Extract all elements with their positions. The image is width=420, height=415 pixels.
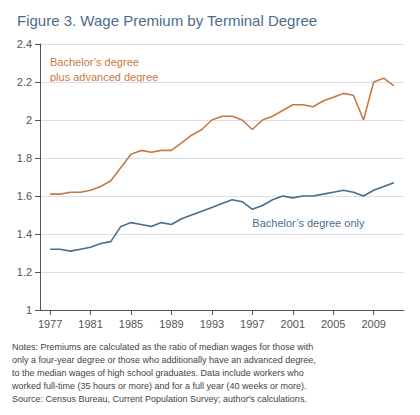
svg-text:to the median wages of high sc: to the median wages of high school gradu… — [12, 368, 304, 378]
svg-text:Notes: Premiums are calculated: Notes: Premiums are calculated as the ra… — [12, 342, 313, 352]
svg-text:1977: 1977 — [38, 318, 62, 330]
svg-text:1.6: 1.6 — [17, 190, 32, 202]
svg-text:Bachelor’s degree: Bachelor’s degree — [50, 56, 139, 68]
svg-text:Bachelor’s degree only: Bachelor’s degree only — [252, 217, 365, 229]
svg-text:1993: 1993 — [200, 318, 224, 330]
svg-text:worked full-time (35 hours or: worked full-time (35 hours or more) and … — [11, 381, 307, 391]
svg-text:2.4: 2.4 — [17, 38, 32, 50]
svg-text:2005: 2005 — [321, 318, 345, 330]
svg-text:2009: 2009 — [361, 318, 385, 330]
svg-text:1997: 1997 — [240, 318, 264, 330]
svg-text:Source: Census Bureau, Current: Source: Census Bureau, Current Populatio… — [12, 394, 307, 404]
svg-text:1985: 1985 — [119, 318, 143, 330]
svg-text:1.4: 1.4 — [17, 228, 32, 240]
svg-text:Figure 3. Wage Premium by Term: Figure 3. Wage Premium by Terminal Degre… — [17, 12, 317, 29]
svg-text:2: 2 — [26, 114, 32, 126]
svg-text:1.2: 1.2 — [17, 266, 32, 278]
svg-text:1: 1 — [26, 304, 32, 316]
svg-text:2.2: 2.2 — [17, 76, 32, 88]
svg-text:only a four-year degree or tho: only a four-year degree or those who add… — [12, 355, 316, 365]
svg-text:plus advanced degree: plus advanced degree — [50, 71, 158, 83]
svg-text:1.8: 1.8 — [17, 152, 32, 164]
svg-text:1981: 1981 — [78, 318, 102, 330]
svg-text:2001: 2001 — [281, 318, 305, 330]
svg-text:1989: 1989 — [159, 318, 183, 330]
